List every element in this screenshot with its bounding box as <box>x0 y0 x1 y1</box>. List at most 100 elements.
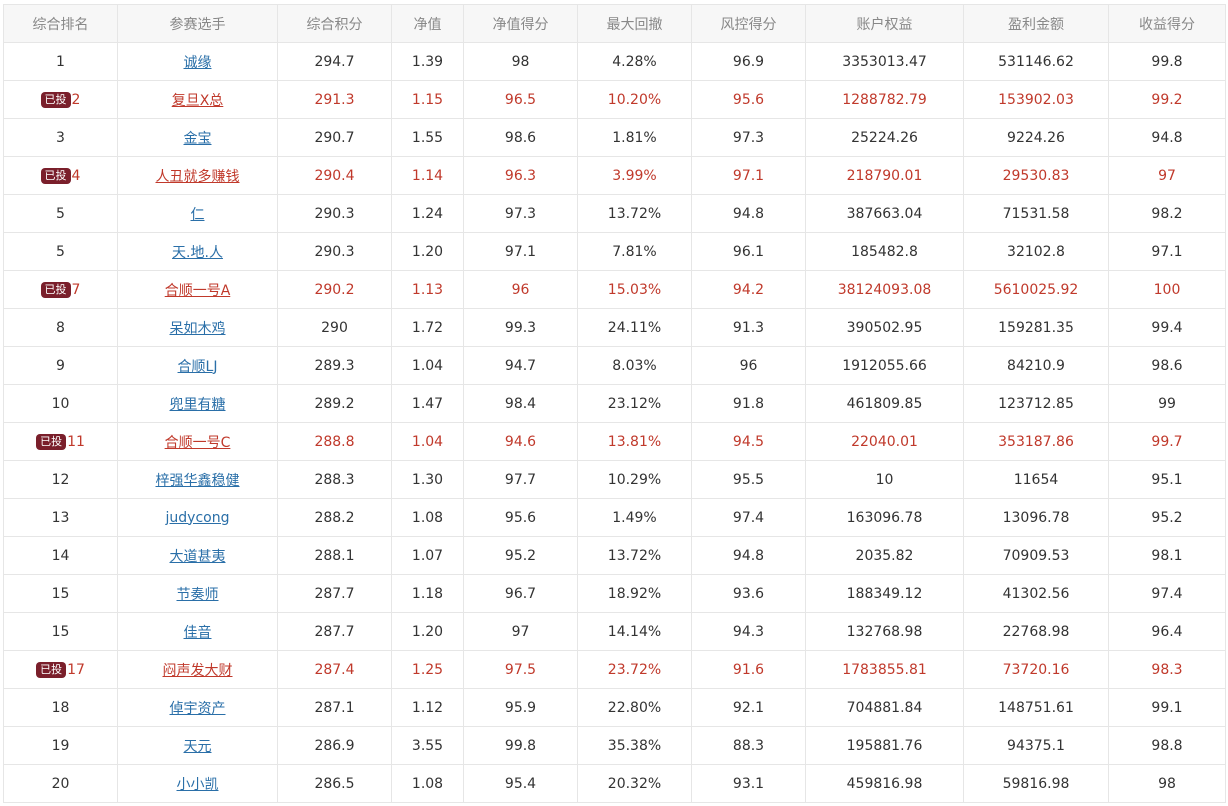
cell-profit: 71531.58 <box>963 194 1109 233</box>
cell-equity: 25224.26 <box>805 118 964 157</box>
player-link[interactable]: 诚缘 <box>183 54 212 71</box>
cell-score: 286.5 <box>277 764 392 803</box>
cell-nav-score: 96.3 <box>463 156 578 195</box>
cell-profit: 13096.78 <box>963 498 1109 537</box>
table-row: 14 大道甚夷 288.1 1.07 95.2 13.72% 94.8 2035.82 7090… <box>3 536 1226 575</box>
cell-score: 288.8 <box>277 422 392 461</box>
cell-equity: 10 <box>805 460 964 499</box>
cell-rank: 20 <box>3 764 118 803</box>
rank-number: 3 <box>56 129 65 146</box>
cell-return-score: 100 <box>1108 270 1226 309</box>
player-link[interactable]: 合顺一号A <box>164 282 231 299</box>
table-row: 15 佳音 287.7 1.20 97 14.14% 94.3 132768.98 22768.… <box>3 612 1226 651</box>
rank-number: 12 <box>51 471 70 488</box>
cell-nav-score: 99.3 <box>463 308 578 347</box>
cell-score: 287.4 <box>277 650 392 689</box>
ranking-table: 综合排名 参赛选手 综合积分 净值 净值得分 最大回撤 风控得分 账户权益 盈利… <box>3 4 1226 803</box>
cell-profit: 29530.83 <box>963 156 1109 195</box>
cell-nav: 1.72 <box>391 308 464 347</box>
cell-risk-score: 96.1 <box>691 232 806 271</box>
cell-return-score: 96.4 <box>1108 612 1226 651</box>
player-link[interactable]: 佳音 <box>183 624 212 641</box>
cell-nav-score: 98 <box>463 42 578 81</box>
cell-nav: 1.08 <box>391 764 464 803</box>
cell-nav: 1.20 <box>391 232 464 271</box>
cell-nav-score: 99.8 <box>463 726 578 765</box>
player-link[interactable]: 倬宇资产 <box>169 700 226 717</box>
player-link[interactable]: 复旦X总 <box>171 92 224 109</box>
cell-score: 290.2 <box>277 270 392 309</box>
header-profit: 盈利金额 <box>963 4 1109 43</box>
cell-nav-score: 96.7 <box>463 574 578 613</box>
rank-number: 17 <box>67 661 85 678</box>
cell-equity: 38124093.08 <box>805 270 964 309</box>
player-link[interactable]: 大道甚夷 <box>169 548 226 565</box>
player-link[interactable]: 合顺一号C <box>164 434 231 451</box>
cell-max-drawdown: 23.12% <box>577 384 692 423</box>
cell-rank: 12 <box>3 460 118 499</box>
player-link[interactable]: judycong <box>165 509 230 526</box>
player-link[interactable]: 梓强华鑫稳健 <box>155 472 240 489</box>
cell-player: 天元 <box>117 726 278 765</box>
player-link[interactable]: 合顺LJ <box>177 358 218 375</box>
header-rank: 综合排名 <box>3 4 118 43</box>
player-link[interactable]: 天元 <box>183 738 212 755</box>
player-link[interactable]: 节奏师 <box>176 586 219 603</box>
cell-profit: 73720.16 <box>963 650 1109 689</box>
header-equity: 账户权益 <box>805 4 964 43</box>
cell-max-drawdown: 1.81% <box>577 118 692 157</box>
cell-max-drawdown: 18.92% <box>577 574 692 613</box>
table-row: 已投 11 合顺一号C 288.8 1.04 94.6 13.81% 94.5 22040.01… <box>3 422 1226 461</box>
table-row: 8 呆如木鸡 290 1.72 99.3 24.11% 91.3 390502.95 15928… <box>3 308 1226 347</box>
cell-nav-score: 94.7 <box>463 346 578 385</box>
table-row: 13 judycong 288.2 1.08 95.6 1.49% 97.4 163096.7… <box>3 498 1226 537</box>
table-row: 1 诚缘 294.7 1.39 98 4.28% 96.9 3353013.47 531146.… <box>3 42 1226 81</box>
table-row: 9 合顺LJ 289.3 1.04 94.7 8.03% 96 1912055.66 84210… <box>3 346 1226 385</box>
cell-nav: 1.13 <box>391 270 464 309</box>
cell-rank: 8 <box>3 308 118 347</box>
cell-score: 291.3 <box>277 80 392 119</box>
cell-max-drawdown: 35.38% <box>577 726 692 765</box>
cell-return-score: 97.1 <box>1108 232 1226 271</box>
rank-number: 15 <box>51 623 70 640</box>
cell-nav: 1.20 <box>391 612 464 651</box>
rank-number: 15 <box>51 585 70 602</box>
player-link[interactable]: 兜里有糖 <box>169 396 226 413</box>
player-link[interactable]: 金宝 <box>183 130 212 147</box>
cell-return-score: 95.1 <box>1108 460 1226 499</box>
rank-number: 18 <box>51 699 70 716</box>
cell-player: 小小凯 <box>117 764 278 803</box>
cell-score: 287.7 <box>277 612 392 651</box>
player-link[interactable]: 呆如木鸡 <box>169 320 226 337</box>
player-link[interactable]: 天.地.人 <box>172 244 223 261</box>
header-return-score: 收益得分 <box>1108 4 1226 43</box>
cell-equity: 1288782.79 <box>805 80 964 119</box>
cell-profit: 70909.53 <box>963 536 1109 575</box>
table-body: 1 诚缘 294.7 1.39 98 4.28% 96.9 3353013.47 531146.… <box>3 42 1226 803</box>
cell-nav-score: 96.5 <box>463 80 578 119</box>
cell-player: 梓强华鑫稳健 <box>117 460 278 499</box>
cell-player: judycong <box>117 498 278 537</box>
player-link[interactable]: 人丑就多赚钱 <box>155 168 240 185</box>
cell-risk-score: 94.3 <box>691 612 806 651</box>
cell-risk-score: 91.3 <box>691 308 806 347</box>
cell-rank: 1 <box>3 42 118 81</box>
cell-rank: 13 <box>3 498 118 537</box>
invested-badge: 已投 <box>40 281 71 298</box>
cell-equity: 22040.01 <box>805 422 964 461</box>
cell-rank: 已投 7 <box>3 270 118 309</box>
player-link[interactable]: 小小凯 <box>176 776 219 793</box>
cell-score: 288.1 <box>277 536 392 575</box>
player-link[interactable]: 仁 <box>190 206 205 223</box>
cell-equity: 390502.95 <box>805 308 964 347</box>
rank-number: 14 <box>51 547 70 564</box>
cell-max-drawdown: 24.11% <box>577 308 692 347</box>
cell-max-drawdown: 13.81% <box>577 422 692 461</box>
player-link[interactable]: 闷声发大财 <box>162 662 233 679</box>
cell-max-drawdown: 4.28% <box>577 42 692 81</box>
cell-risk-score: 94.8 <box>691 194 806 233</box>
cell-score: 286.9 <box>277 726 392 765</box>
cell-equity: 188349.12 <box>805 574 964 613</box>
cell-max-drawdown: 10.20% <box>577 80 692 119</box>
cell-score: 290.3 <box>277 232 392 271</box>
